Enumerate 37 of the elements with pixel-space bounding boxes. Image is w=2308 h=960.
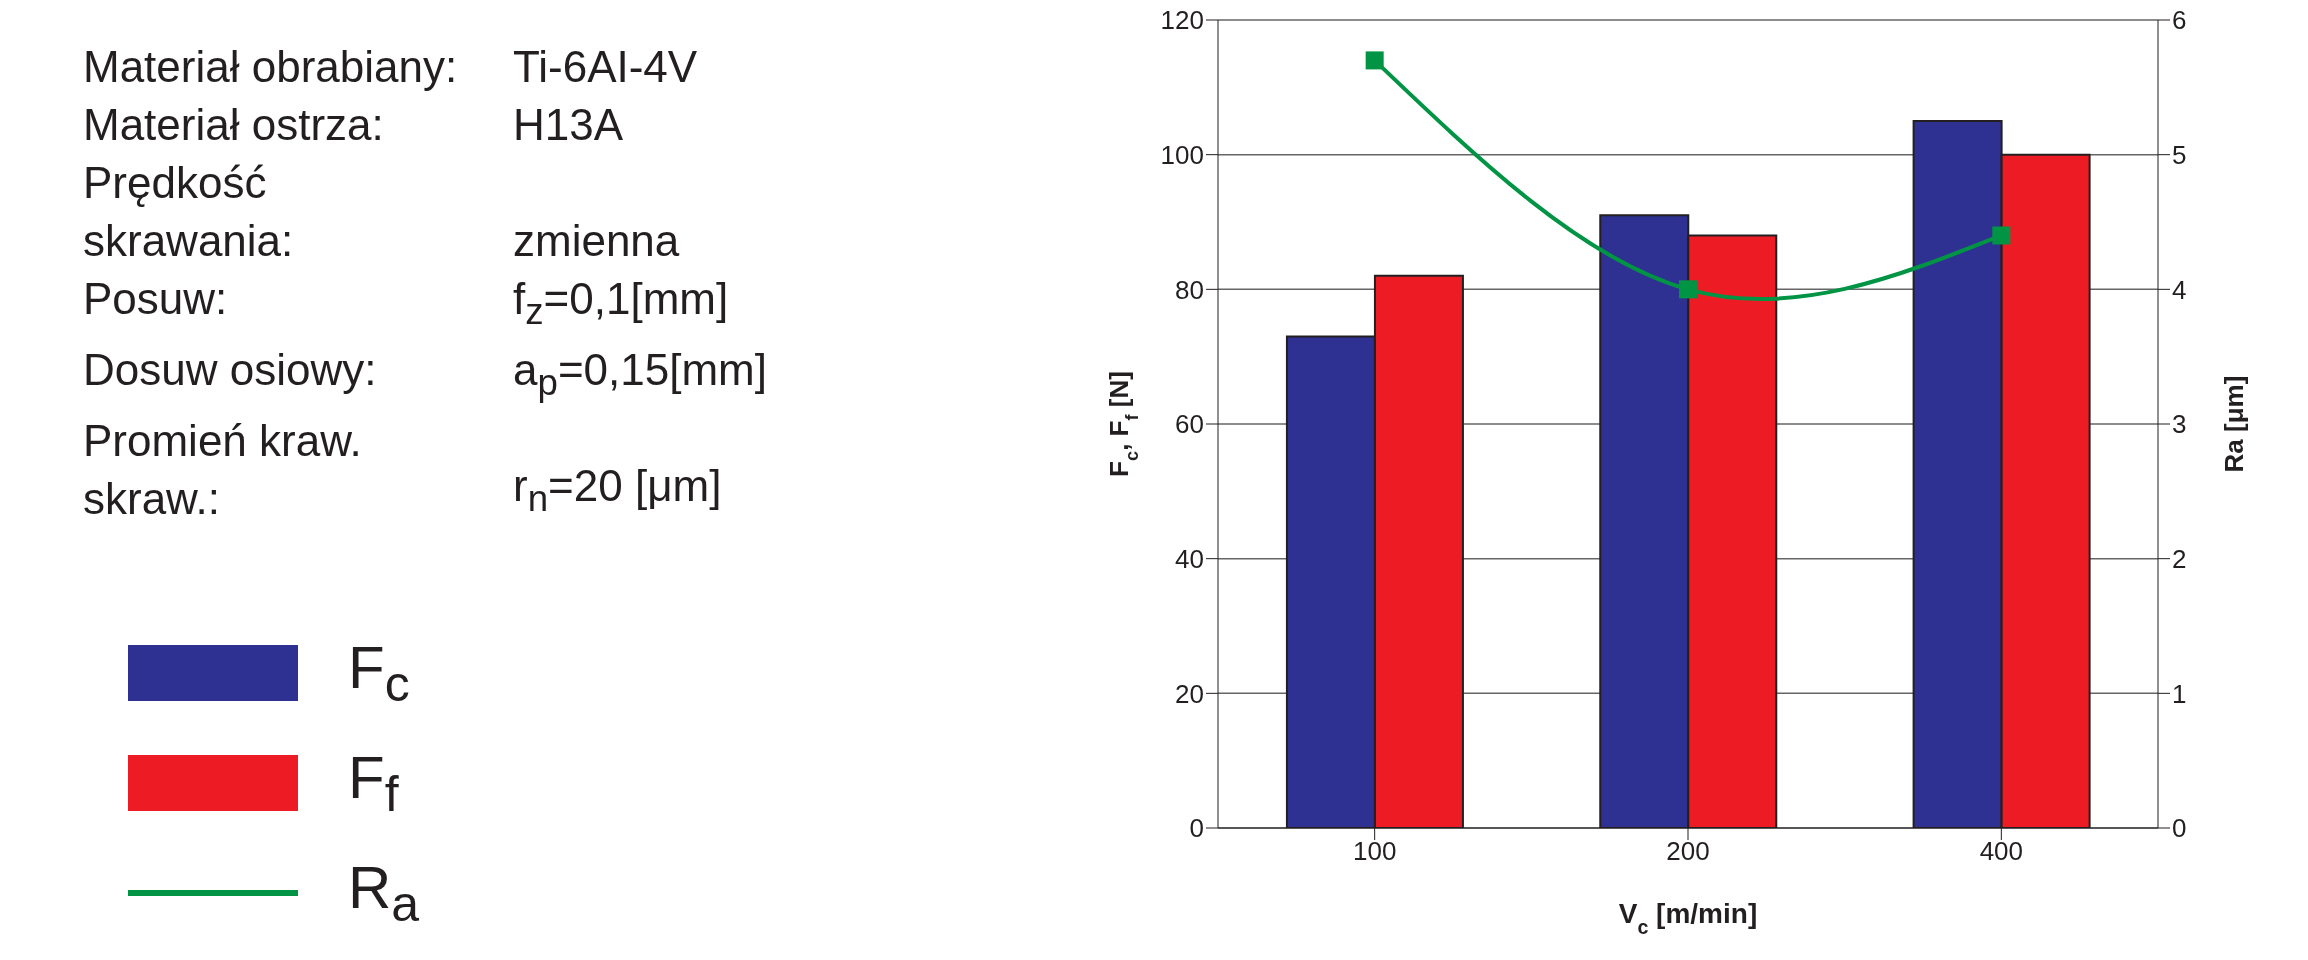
- text: Ti-6AI-4V: [513, 41, 699, 93]
- y-tick-label: 20: [1175, 678, 1204, 709]
- point: [1992, 226, 2011, 245]
- y2-tick-label: 1: [2172, 678, 2187, 709]
- legend-label: R$_{a}$: [348, 852, 420, 933]
- text: Prędkość skrawania:: [83, 157, 295, 267]
- y2-tick-label: 3: [2172, 409, 2187, 440]
- text: r$_{n}$=20 [μm]: [513, 459, 723, 521]
- y2-axis-title: Ra [μm]: [2219, 375, 2249, 473]
- point: [1679, 280, 1697, 299]
- text: Promień kraw. skraw.:: [83, 414, 363, 525]
- text: a$_{p}$=0,15[mm]: [513, 343, 768, 405]
- y-tick-label: 60: [1175, 409, 1204, 440]
- x-axis-title: V$_{c}$ [m/min]: [1618, 898, 1758, 938]
- text: zmienna: [513, 215, 681, 267]
- x-tick-label: 400: [1979, 836, 2024, 867]
- legend-label: F$_{f}$: [348, 742, 399, 823]
- x-tick-label: 100: [1352, 836, 1397, 867]
- text: Materiał obrabiany:: [83, 41, 459, 93]
- y2-tick-label: 6: [2172, 5, 2187, 36]
- point: [1365, 51, 1384, 70]
- y-tick-label: 40: [1175, 543, 1204, 574]
- text: Posuw:: [83, 273, 229, 325]
- legend-label: F$_{c}$: [348, 632, 410, 713]
- text: Dosuw osiowy:: [83, 343, 378, 396]
- y2-tick-label: 5: [2172, 139, 2187, 170]
- y2-tick-label: 2: [2172, 543, 2187, 574]
- text: H13A: [513, 99, 625, 151]
- x-tick-label: 200: [1666, 836, 1710, 867]
- y-tick-label: 100: [1160, 139, 1204, 170]
- y-tick-label: 80: [1175, 274, 1204, 305]
- y2-tick-label: 0: [2172, 813, 2187, 844]
- text: Materiał ostrza:: [83, 99, 385, 151]
- y2-tick-label: 4: [2172, 274, 2187, 305]
- y-tick-label: 120: [1160, 5, 1204, 36]
- y-tick-label: 0: [1189, 813, 1204, 844]
- text: f$_{z}$=0,1[mm]: [513, 273, 730, 334]
